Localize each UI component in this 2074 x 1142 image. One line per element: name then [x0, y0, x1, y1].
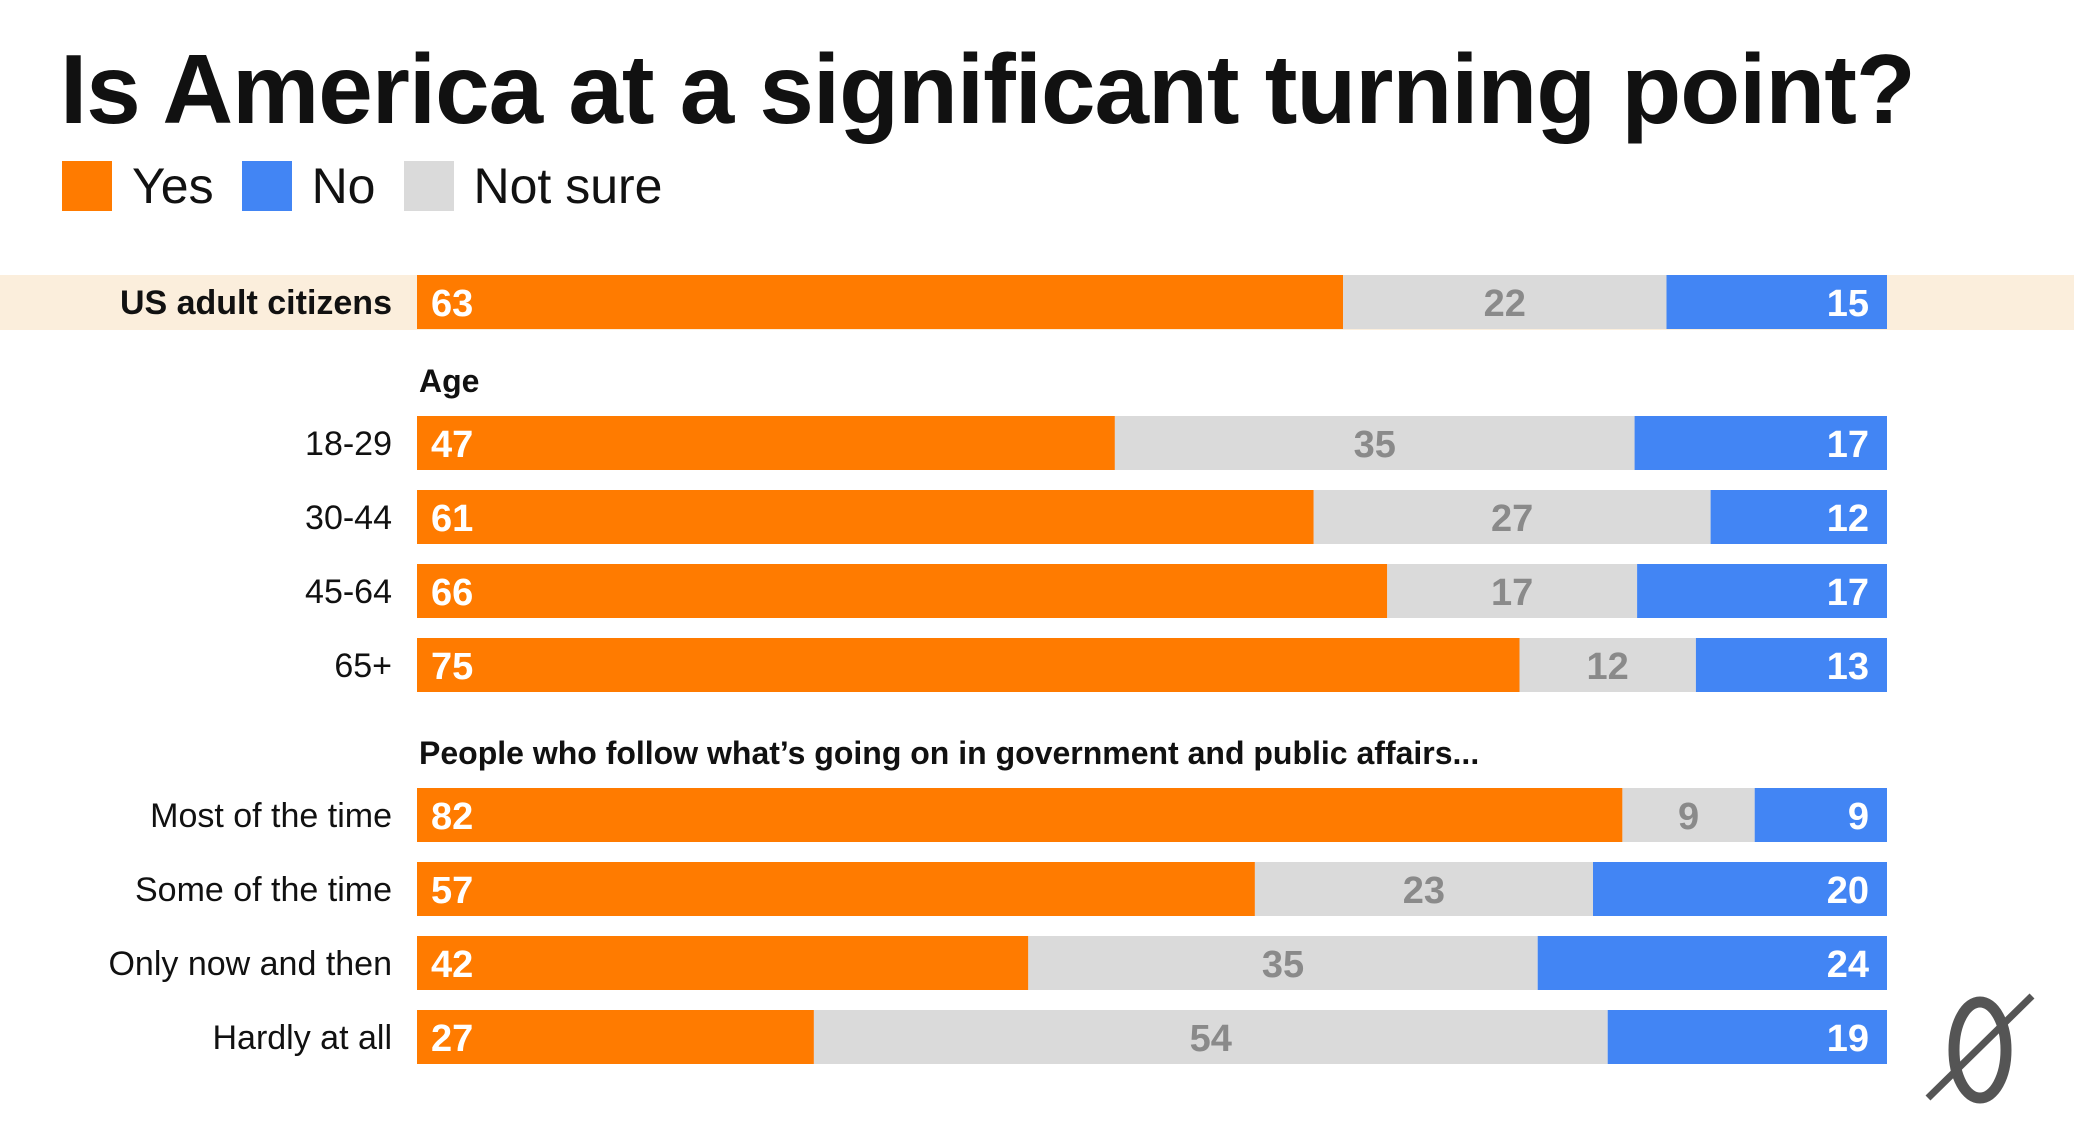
bar-segment-yes — [417, 1010, 814, 1064]
bar-segment-no — [1537, 936, 1887, 990]
bar-segment-yes — [417, 788, 1623, 842]
data-label-yes: 61 — [431, 498, 473, 540]
row-label: 45-64 — [305, 573, 392, 611]
legend-item-not-sure: Not sure — [403, 158, 663, 214]
bar-segment-not-sure — [1519, 638, 1696, 692]
data-label-yes: 66 — [431, 572, 473, 614]
legend-swatch-yes — [62, 161, 112, 211]
data-label-no: 15 — [1827, 283, 1869, 325]
bar-segment-no — [1710, 490, 1887, 544]
data-label-not-sure: 35 — [1354, 424, 1396, 466]
chart-title: Is America at a significant turning poin… — [60, 34, 1916, 144]
data-label-not-sure: 9 — [1678, 796, 1699, 838]
publisher-logo-icon — [1925, 993, 2035, 1104]
data-label-not-sure: 22 — [1484, 283, 1526, 325]
bar-segment-yes — [417, 862, 1255, 916]
bar-segment-not-sure — [1387, 564, 1638, 618]
bar-segment-no — [1754, 788, 1887, 842]
data-label-yes: 57 — [431, 870, 473, 912]
row-label: 30-44 — [305, 499, 392, 537]
row-label: Most of the time — [150, 797, 392, 835]
bar-segment-no — [1666, 275, 1887, 329]
row-label: Some of the time — [135, 871, 392, 909]
data-label-yes: 47 — [431, 424, 473, 466]
legend-label-yes: Yes — [132, 158, 214, 214]
legend-label-not-sure: Not sure — [473, 158, 663, 214]
data-label-not-sure: 54 — [1190, 1018, 1232, 1060]
data-label-no: 17 — [1827, 572, 1869, 614]
legend-item-yes: Yes — [62, 161, 214, 211]
data-label-not-sure: 27 — [1491, 498, 1533, 540]
bar-segment-not-sure — [1622, 788, 1755, 842]
bar-segment-no — [1634, 416, 1887, 470]
data-label-not-sure: 12 — [1587, 646, 1629, 688]
legend-label-no: No — [311, 158, 376, 214]
row-label: US adult citizens — [120, 284, 392, 322]
bar-segment-no — [1695, 638, 1887, 692]
legend-swatch-no — [241, 161, 292, 211]
section-label: People who follow what’s going on in gov… — [419, 735, 1479, 771]
bar-segment-no — [1593, 862, 1887, 916]
row-label: Only now and then — [108, 945, 392, 983]
bar-segment-not-sure — [1343, 275, 1667, 329]
data-label-no: 13 — [1827, 646, 1869, 688]
data-label-not-sure: 35 — [1262, 944, 1304, 986]
row-label: Hardly at all — [212, 1019, 392, 1057]
bar-segment-yes — [417, 275, 1344, 329]
data-label-yes: 82 — [431, 796, 473, 838]
data-label-yes: 75 — [431, 646, 473, 688]
data-label-no: 24 — [1827, 944, 1869, 986]
bar-segment-no — [1637, 564, 1887, 618]
data-label-no: 9 — [1848, 796, 1869, 838]
bar-segment-yes — [417, 564, 1388, 618]
data-label-yes: 27 — [431, 1018, 473, 1060]
legend: Yes No Not sure — [62, 158, 690, 214]
bar-segment-yes — [417, 936, 1029, 990]
row-label: 18-29 — [305, 425, 392, 463]
data-label-yes: 42 — [431, 944, 473, 986]
bar-segment-not-sure — [1028, 936, 1538, 990]
bar-segment-not-sure — [1114, 416, 1635, 470]
data-label-yes: 63 — [431, 283, 473, 325]
section-label: Age — [419, 363, 479, 399]
legend-swatch-not-sure — [403, 161, 454, 211]
data-label-no: 19 — [1827, 1018, 1869, 1060]
bar-segment-yes — [417, 490, 1314, 544]
bar-segment-no — [1607, 1010, 1887, 1064]
data-label-no: 20 — [1827, 870, 1869, 912]
bar-segment-not-sure — [1313, 490, 1711, 544]
bar-segment-yes — [417, 416, 1115, 470]
bar-segment-not-sure — [813, 1010, 1608, 1064]
data-label-not-sure: 17 — [1491, 572, 1533, 614]
bar-segment-not-sure — [1254, 862, 1593, 916]
data-label-no: 12 — [1827, 498, 1869, 540]
legend-item-no: No — [241, 158, 376, 214]
data-label-not-sure: 23 — [1403, 870, 1445, 912]
bar-segment-yes — [417, 638, 1520, 692]
data-label-no: 17 — [1827, 424, 1869, 466]
row-label: 65+ — [334, 647, 392, 685]
